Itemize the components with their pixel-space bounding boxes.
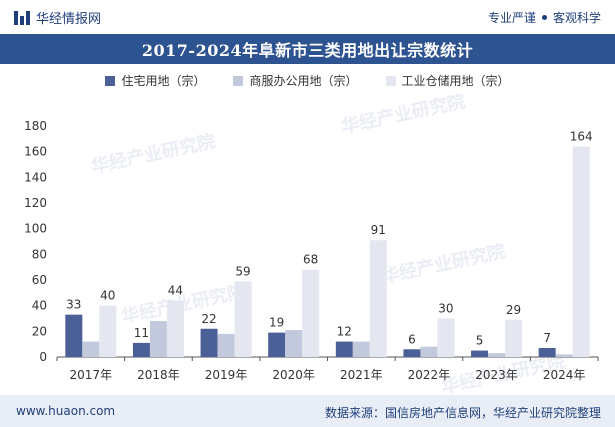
brand: 华经情报网 bbox=[14, 8, 101, 27]
slogan: 专业严谨 客观科学 bbox=[488, 9, 601, 26]
x-tick-label-7: 2024年 bbox=[543, 368, 586, 382]
data-label-s2-c6: 29 bbox=[506, 303, 521, 317]
legend-swatch-residential bbox=[105, 75, 116, 86]
x-tick-label-5: 2022年 bbox=[408, 368, 451, 382]
data-label-s2-c4: 91 bbox=[371, 223, 386, 237]
brand-name: 华经情报网 bbox=[36, 12, 102, 27]
legend-label-industrial: 工业仓储用地（宗） bbox=[401, 74, 510, 88]
x-tick-label-4: 2021年 bbox=[340, 368, 383, 382]
slogan-left: 专业严谨 bbox=[487, 11, 536, 25]
data-label-s2-c7: 164 bbox=[570, 130, 593, 144]
bar-s2-c3 bbox=[302, 269, 320, 357]
y-tick-label-1: 20 bbox=[32, 324, 47, 338]
bar-s1-c6 bbox=[488, 353, 506, 357]
bar-s2-c4 bbox=[369, 240, 387, 357]
data-label-s0-c0: 33 bbox=[66, 298, 81, 312]
footer-source: 数据来源：国信房地产信息网，华经产业研究院整理 bbox=[324, 406, 601, 420]
footer-website: www.huaon.com bbox=[16, 404, 116, 418]
bar-s1-c0 bbox=[82, 341, 100, 357]
x-tick-label-0: 2017年 bbox=[70, 368, 113, 382]
bar-s0-c7 bbox=[538, 348, 556, 357]
data-label-s0-c1: 11 bbox=[134, 326, 149, 340]
slogan-right: 客观科学 bbox=[552, 11, 601, 25]
bar-s1-c5 bbox=[420, 346, 438, 357]
data-label-s2-c2: 59 bbox=[235, 264, 250, 278]
y-tick-label-2: 40 bbox=[32, 299, 47, 313]
y-tick-label-8: 160 bbox=[24, 145, 47, 159]
bar-chart: 0 20 40 60 80 100 120 140 160 180 33 40 2017年 11 44 201… bbox=[24, 119, 599, 382]
title-bar: 2017-2024年阜新市三类用地出让宗数统计 bbox=[0, 34, 615, 64]
data-label-s0-c7: 7 bbox=[543, 331, 551, 345]
bar-s2-c0 bbox=[99, 305, 117, 357]
brand-logo-icon bbox=[14, 10, 30, 25]
legend-swatch-commercial bbox=[233, 75, 244, 86]
data-label-s2-c5: 30 bbox=[438, 302, 453, 316]
data-label-s0-c6: 5 bbox=[476, 334, 484, 348]
bar-s2-c2 bbox=[234, 281, 252, 357]
data-label-s2-c3: 68 bbox=[303, 253, 318, 267]
data-label-s0-c2: 22 bbox=[201, 312, 216, 326]
bar-s0-c3 bbox=[268, 332, 286, 357]
bar-s0-c0 bbox=[65, 314, 83, 357]
top-bar: 华经情报网 专业严谨 客观科学 bbox=[0, 0, 615, 34]
legend-swatch-industrial bbox=[385, 75, 396, 86]
data-label-s0-c4: 12 bbox=[337, 325, 352, 339]
x-tick-label-1: 2018年 bbox=[137, 368, 180, 382]
x-tick-label-6: 2023年 bbox=[475, 368, 518, 382]
chart-title: 2017-2024年阜新市三类用地出让宗数统计 bbox=[141, 41, 474, 60]
bar-s2-c1 bbox=[166, 300, 184, 357]
data-label-s2-c0: 40 bbox=[100, 289, 115, 303]
bar-s0-c1 bbox=[132, 342, 150, 357]
bar-s1-c3 bbox=[285, 330, 303, 357]
y-tick-label-9: 180 bbox=[24, 119, 47, 133]
data-label-s0-c5: 6 bbox=[408, 332, 416, 346]
bar-s2-c6 bbox=[505, 319, 523, 357]
data-label-s2-c1: 44 bbox=[168, 284, 183, 298]
bar-s1-c4 bbox=[352, 341, 370, 357]
legend-item-industrial: 工业仓储用地（宗） bbox=[385, 72, 510, 89]
legend-label-commercial: 商服办公用地（宗） bbox=[249, 74, 358, 88]
data-label-s0-c3: 19 bbox=[269, 316, 284, 330]
y-tick-label-4: 80 bbox=[32, 247, 47, 261]
legend-item-commercial: 商服办公用地（宗） bbox=[233, 72, 358, 89]
footer: www.huaon.com 数据来源：国信房地产信息网，华经产业研究院整理 bbox=[0, 395, 615, 427]
x-tick-label-3: 2020年 bbox=[272, 368, 315, 382]
legend: 住宅用地（宗） 商服办公用地（宗） 工业仓储用地（宗） bbox=[0, 72, 615, 89]
bar-s0-c2 bbox=[200, 328, 218, 357]
bar-s0-c6 bbox=[471, 350, 489, 357]
slogan-dot-icon bbox=[541, 15, 547, 20]
bar-s1-c1 bbox=[149, 321, 167, 357]
legend-item-residential: 住宅用地（宗） bbox=[105, 72, 205, 89]
legend-label-residential: 住宅用地（宗） bbox=[121, 74, 206, 88]
bar-s0-c4 bbox=[335, 341, 353, 357]
bar-s1-c2 bbox=[217, 333, 235, 357]
bar-s0-c5 bbox=[403, 349, 421, 357]
x-tick-label-2: 2019年 bbox=[205, 368, 248, 382]
y-tick-label-3: 60 bbox=[32, 273, 47, 287]
y-tick-label-7: 140 bbox=[24, 170, 47, 184]
bar-s2-c5 bbox=[437, 318, 455, 357]
y-tick-label-5: 100 bbox=[24, 222, 47, 236]
y-tick-label-0: 0 bbox=[39, 350, 47, 364]
bar-s2-c7 bbox=[572, 146, 590, 357]
bar-s1-c7 bbox=[555, 354, 573, 357]
y-tick-label-6: 120 bbox=[24, 196, 47, 210]
